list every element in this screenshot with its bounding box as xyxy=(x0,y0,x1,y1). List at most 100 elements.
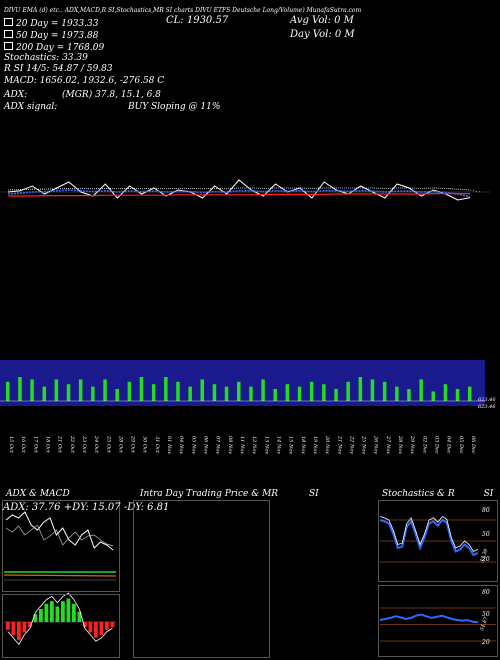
date-tick-label: 04 Nov xyxy=(178,436,184,454)
date-tick-label: 31 Oct xyxy=(154,436,160,454)
chart-header-line: DIVU EMA (d) etc.. ADX,MACD,R SI,Stochas… xyxy=(4,7,362,14)
macd-hist-bar xyxy=(50,601,54,622)
macd-hist-bar xyxy=(66,598,71,622)
date-tick-label: 29 Nov xyxy=(409,435,415,454)
volume-bar xyxy=(261,379,265,401)
macd-hist-bar xyxy=(33,614,38,622)
macd-hist-bar xyxy=(94,622,98,638)
ema200-label: 200 Day = 1768.09 xyxy=(4,42,104,53)
volume-chart xyxy=(0,377,485,402)
volume-axis-label: 623.46 xyxy=(478,404,496,410)
mrsi-readout: (MGR) 37.8, 15.1, 6.8 xyxy=(62,90,161,100)
stoch-tick-20: 20 xyxy=(482,556,490,563)
date-tick-label: 03 Dec xyxy=(434,436,440,454)
volume-bar xyxy=(309,381,314,401)
macd-hist-bar xyxy=(99,622,104,635)
volume-axis-label: 623.46 xyxy=(478,397,496,403)
date-tick-label: 27 Nov xyxy=(385,435,391,454)
volume-bar xyxy=(115,389,119,401)
volume-bar xyxy=(455,389,460,401)
stoch-tick-80: 80 xyxy=(482,507,490,514)
volume-bar xyxy=(103,379,107,401)
ema50-label: 50 Day = 1973.88 xyxy=(4,30,98,41)
macd-hist-bar xyxy=(72,603,76,622)
adx-panel xyxy=(2,500,120,592)
ema20-label: 20 Day = 1933.33 xyxy=(4,18,98,29)
volume-bar xyxy=(395,386,399,401)
volume-bar xyxy=(188,386,192,401)
volume-bar xyxy=(382,381,387,401)
macd-hist-bar xyxy=(61,601,65,622)
macd-hist-bar xyxy=(39,609,43,622)
ema200-text: 200 Day = 1768.09 xyxy=(16,43,105,53)
macd-hist-bar xyxy=(105,622,109,630)
date-tick-label: 14 Nov xyxy=(276,436,282,454)
price-chart xyxy=(0,179,490,201)
volume-bar xyxy=(468,386,472,401)
volume-bar xyxy=(407,389,411,401)
volume-bar xyxy=(18,377,22,401)
macd-hist-bar xyxy=(28,622,32,628)
ema50-swatch xyxy=(4,30,13,38)
date-tick-label: 26 Nov xyxy=(373,435,379,454)
volume-bar xyxy=(139,377,144,401)
date-tick-label: 15 Oct xyxy=(8,436,14,454)
macd-hist-bar xyxy=(44,603,49,622)
rsi-tick-50: 50 xyxy=(482,611,490,618)
volume-bar xyxy=(212,384,217,401)
day-volume-label: Day Vol: 0 M xyxy=(290,29,355,40)
volume-bar xyxy=(358,377,363,401)
date-tick-label: 04 Dec xyxy=(446,436,452,454)
volume-bar xyxy=(30,379,34,401)
stochastics-title-suffix: SI xyxy=(483,489,494,499)
rsi-tick-80: 80 xyxy=(482,589,490,596)
intraday-title-suffix: SI xyxy=(308,489,319,499)
date-tick-label: 02 Dec xyxy=(421,436,427,454)
adx-panel-readout: ADX: 37.76 +DY: 15.07 -DY: 6.81 xyxy=(3,502,170,513)
macd-hist-bar xyxy=(55,606,60,622)
adx-line xyxy=(5,511,114,551)
ema50-text: 50 Day = 1973.88 xyxy=(16,31,99,41)
macd-hist-bar xyxy=(17,622,21,641)
macd-hist-bar xyxy=(83,622,87,628)
macd-panel xyxy=(2,594,120,658)
macd-hist-bar xyxy=(110,622,115,628)
stochastics-panel xyxy=(378,500,498,582)
date-tick-label: 22 Oct xyxy=(69,435,75,454)
date-tick-label: 18 Oct xyxy=(45,436,51,454)
ema50-line xyxy=(7,187,471,191)
macd-hist-bar xyxy=(22,622,27,633)
price-line xyxy=(7,179,471,201)
macd-hist-bar xyxy=(6,622,10,630)
date-tick-label: 28 Oct xyxy=(117,435,123,454)
volume-bar xyxy=(151,384,156,401)
date-tick-label: 19 Nov xyxy=(312,436,318,454)
ema20-swatch xyxy=(4,18,13,26)
date-tick-label: 25 Oct xyxy=(105,435,111,454)
date-axis: 15 Oct 16 Oct 17 Oct 18 Oct 21 Oct 22 Oct 23 O… xyxy=(8,435,476,454)
date-tick-label: 15 Nov xyxy=(288,436,294,454)
date-tick-label: 28 Nov xyxy=(397,435,403,454)
rsi-tick-20: 20 xyxy=(482,639,490,646)
intraday-panel xyxy=(133,500,270,658)
date-tick-label: 20 Nov xyxy=(324,435,330,454)
date-tick-label: 05 Dec xyxy=(458,436,464,454)
date-tick-label: 11 Nov xyxy=(239,436,245,454)
volume-bar xyxy=(54,379,59,401)
macd-hist-bar xyxy=(88,622,93,633)
volume-bar xyxy=(322,384,326,401)
avg-volume-label: Avg Vol: 0 M xyxy=(290,15,354,26)
date-tick-label: 21 Oct xyxy=(57,435,63,454)
date-tick-label: 13 Nov xyxy=(263,436,269,454)
date-tick-label: 24 Oct xyxy=(93,435,99,454)
date-tick-label: 12 Nov xyxy=(251,436,257,454)
ema20-text: 20 Day = 1933.33 xyxy=(16,19,99,29)
volume-bar xyxy=(249,386,253,401)
volume-bar xyxy=(370,379,375,401)
volume-bar xyxy=(176,381,180,401)
volume-bar xyxy=(200,379,204,401)
volume-bar xyxy=(431,391,435,401)
rsi-line xyxy=(379,613,479,624)
macd-signal-line xyxy=(3,574,117,577)
